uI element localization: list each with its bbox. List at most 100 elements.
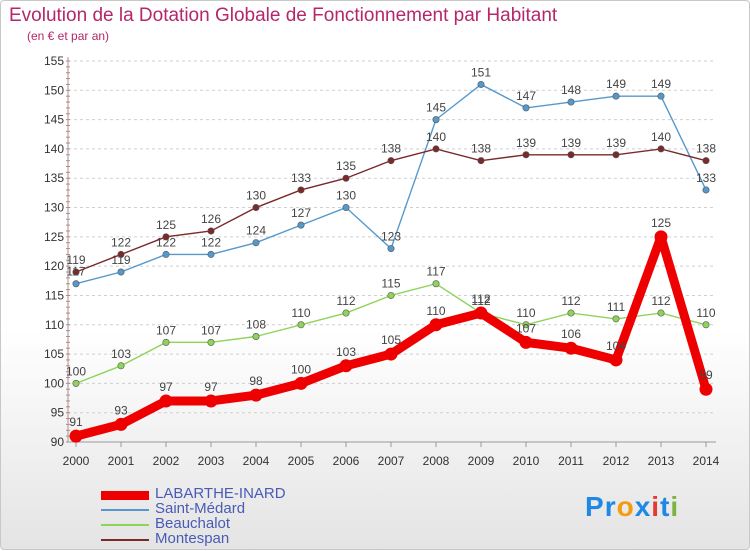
data-label-beauchalot: 111: [607, 300, 626, 314]
data-label-labarthe-inard: 98: [249, 374, 263, 388]
data-label-labarthe-inard: 105: [381, 333, 401, 347]
y-tick-label: 95: [51, 406, 65, 420]
series-line-montespan: [75, 148, 707, 273]
data-point-montespan: [207, 227, 215, 235]
data-point-saint-m-dard: [702, 186, 710, 194]
x-tick-label: 2000: [63, 454, 90, 468]
data-label-beauchalot: 112: [651, 294, 670, 308]
data-label-montespan: 122: [111, 235, 131, 249]
data-point-labarthe-inard: [159, 394, 173, 408]
data-label-beauchalot: 110: [516, 306, 535, 320]
logo-letter: P: [585, 491, 605, 522]
data-point-montespan: [567, 151, 575, 159]
x-tick-label: 2007: [378, 454, 405, 468]
y-tick-label: 110: [45, 318, 64, 332]
data-label-saint-m-dard: 149: [651, 77, 671, 91]
chart-subtitle: (en € et par an): [27, 29, 110, 43]
data-point-montespan: [432, 145, 440, 153]
legend-swatch: [101, 490, 149, 500]
data-point-labarthe-inard: [564, 341, 578, 355]
data-point-beauchalot: [117, 362, 125, 370]
data-label-montespan: 133: [291, 171, 311, 185]
y-tick-label: 125: [44, 230, 64, 244]
data-label-montespan: 138: [471, 142, 491, 156]
data-point-beauchalot: [162, 338, 170, 346]
data-point-beauchalot: [387, 291, 395, 299]
data-label-beauchalot: 112: [471, 294, 490, 308]
data-label-montespan: 139: [606, 136, 626, 150]
data-point-labarthe-inard: [294, 376, 308, 390]
data-point-beauchalot: [72, 379, 80, 387]
data-point-labarthe-inard: [429, 318, 443, 332]
legend-swatch: [101, 538, 149, 541]
data-label-beauchalot: 117: [426, 265, 445, 279]
y-tick-label: 155: [44, 54, 64, 68]
data-point-beauchalot: [522, 321, 530, 329]
data-label-labarthe-inard: 104: [606, 339, 626, 353]
data-point-saint-m-dard: [72, 280, 80, 288]
y-tick-label: 145: [44, 113, 64, 127]
data-label-montespan: 130: [246, 189, 266, 203]
data-point-saint-m-dard: [432, 116, 440, 124]
legend-label: Saint-Médard: [155, 500, 246, 517]
logo-letter: i: [670, 491, 680, 522]
y-tick-label: 100: [44, 376, 64, 390]
data-point-labarthe-inard: [609, 353, 623, 367]
data-point-saint-m-dard: [297, 221, 305, 229]
logo-letter: r: [604, 491, 617, 522]
data-label-saint-m-dard: 124: [246, 224, 266, 238]
data-point-beauchalot: [207, 338, 215, 346]
data-point-beauchalot: [342, 309, 350, 317]
y-tick-label: 135: [44, 171, 64, 185]
data-label-beauchalot: 103: [111, 347, 131, 361]
data-point-saint-m-dard: [567, 98, 575, 106]
data-point-saint-m-dard: [612, 92, 620, 100]
x-tick-label: 2004: [243, 454, 270, 468]
x-tick-label: 2010: [513, 454, 540, 468]
data-label-saint-m-dard: 123: [381, 230, 401, 244]
data-point-saint-m-dard: [477, 80, 485, 88]
chart-title: Evolution de la Dotation Globale de Fonc…: [9, 5, 558, 26]
data-label-labarthe-inard: 99: [699, 368, 713, 382]
data-point-labarthe-inard: [519, 335, 533, 349]
data-point-beauchalot: [657, 309, 665, 317]
data-point-montespan: [612, 151, 620, 159]
data-point-montespan: [162, 233, 170, 241]
data-point-montespan: [117, 250, 125, 258]
data-label-beauchalot: 115: [381, 276, 400, 290]
x-tick-label: 2011: [558, 454, 584, 468]
data-point-montespan: [297, 186, 305, 194]
data-point-saint-m-dard: [162, 250, 170, 258]
data-label-montespan: 138: [381, 142, 401, 156]
x-tick-label: 2003: [198, 454, 225, 468]
data-point-labarthe-inard: [699, 382, 713, 396]
x-tick-label: 2008: [423, 454, 450, 468]
y-tick-label: 120: [44, 259, 64, 273]
data-point-saint-m-dard: [387, 245, 395, 253]
data-point-montespan: [522, 151, 530, 159]
data-label-montespan: 126: [201, 212, 221, 226]
legend-swatch: [101, 508, 149, 511]
data-label-beauchalot: 108: [246, 317, 266, 331]
data-point-beauchalot: [612, 315, 620, 323]
data-point-saint-m-dard: [657, 92, 665, 100]
legend-label: LABARTHE-INARD: [155, 485, 286, 502]
data-label-montespan: 140: [426, 130, 446, 144]
legend-swatch: [101, 523, 149, 526]
data-point-labarthe-inard: [69, 429, 83, 443]
data-label-montespan: 139: [516, 136, 536, 150]
data-point-beauchalot: [252, 332, 260, 340]
data-label-labarthe-inard: 100: [291, 362, 311, 376]
data-point-labarthe-inard: [249, 388, 263, 402]
x-tick-label: 2001: [108, 454, 135, 468]
data-label-saint-m-dard: 147: [516, 89, 536, 103]
data-point-montespan: [702, 157, 710, 165]
data-point-labarthe-inard: [654, 230, 668, 244]
y-tick-label: 90: [51, 435, 65, 449]
data-point-labarthe-inard: [114, 417, 128, 431]
data-point-saint-m-dard: [117, 268, 125, 276]
data-point-saint-m-dard: [522, 104, 530, 112]
y-tick-label: 150: [44, 83, 64, 97]
